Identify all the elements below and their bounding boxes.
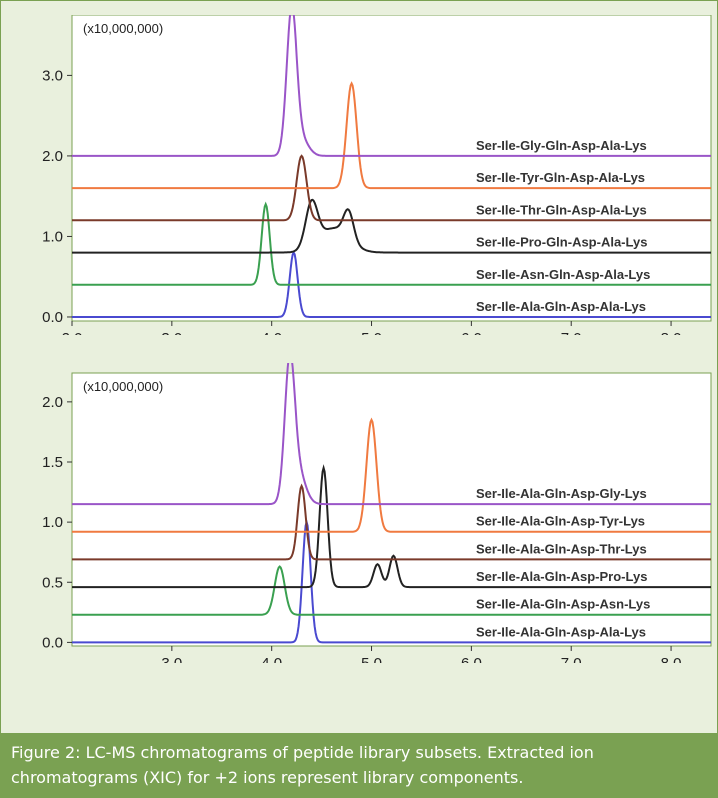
series-trace bbox=[72, 565, 711, 616]
series-label: Ser-Ile-Ala-Gln-Asp-Ala-Lys bbox=[476, 624, 646, 639]
x-tick-label: 7.0 bbox=[561, 655, 582, 663]
x-tick-label: 5.0 bbox=[361, 330, 382, 335]
series-label: Ser-Ile-Pro-Gln-Asp-Ala-Lys bbox=[476, 235, 647, 250]
series-label: Ser-Ile-Ala-Gln-Asp-Thr-Lys bbox=[476, 541, 647, 556]
series-label: Ser-Ile-Thr-Gln-Asp-Ala-Lys bbox=[476, 202, 647, 217]
y-tick-label: 1.5 bbox=[42, 454, 63, 471]
series-trace bbox=[72, 417, 711, 533]
series-label: Ser-Ile-Ala-Gln-Asp-Ala-Lys bbox=[476, 299, 646, 314]
y-tick-label: 0.0 bbox=[42, 634, 63, 651]
y-tick-label: 1.0 bbox=[42, 514, 63, 531]
y-tick-label: 3.0 bbox=[42, 67, 63, 84]
series-label: Ser-Ile-Tyr-Gln-Asp-Ala-Lys bbox=[476, 170, 645, 185]
figure-caption: Figure 2: LC-MS chromatograms of peptide… bbox=[0, 733, 718, 798]
y-tick-label: 2.0 bbox=[42, 148, 63, 165]
series-trace bbox=[72, 518, 711, 644]
series-trace bbox=[72, 15, 711, 157]
series-label: Ser-Ile-Asn-Gln-Asp-Ala-Lys bbox=[476, 267, 650, 282]
y-tick-label: 2.0 bbox=[42, 394, 63, 411]
caption-line-1: Figure 2: LC-MS chromatograms of peptide… bbox=[11, 743, 594, 762]
x-tick-label: 2.0 bbox=[62, 330, 83, 335]
y-tick-label: 0.0 bbox=[42, 309, 63, 326]
y-tick-label: 1.0 bbox=[42, 228, 63, 245]
y-tick-label: 0.5 bbox=[42, 574, 63, 591]
series-trace bbox=[72, 201, 711, 286]
series-label: Ser-Ile-Ala-Gln-Asp-Pro-Lys bbox=[476, 569, 647, 584]
bottom-chromatogram-chart: (x10,000,000) 0.0 0.5 1.0 1.5 2.0 3.0 4.0 5.0 6.0… bbox=[42, 363, 712, 663]
series-trace bbox=[72, 81, 711, 190]
multiplier-label: (x10,000,000) bbox=[83, 379, 163, 394]
x-tick-label: 3.0 bbox=[161, 655, 182, 663]
x-tick-label: 4.0 bbox=[261, 655, 282, 663]
x-tick-label: 4.0 bbox=[261, 330, 282, 335]
series-trace bbox=[72, 363, 711, 506]
plot-area bbox=[71, 15, 712, 322]
series-trace bbox=[72, 483, 711, 561]
series-trace bbox=[72, 154, 711, 222]
x-tick-label: 6.0 bbox=[461, 655, 482, 663]
x-tick-label: 6.0 bbox=[461, 330, 482, 335]
x-tick-label: 7.0 bbox=[561, 330, 582, 335]
series-trace bbox=[72, 250, 711, 318]
x-tick-label: 3.0 bbox=[161, 330, 182, 335]
series-label: Ser-Ile-Gly-Gln-Asp-Ala-Lys bbox=[476, 138, 647, 153]
multiplier-label: (x10,000,000) bbox=[83, 21, 163, 36]
caption-line-2: chromatograms (XIC) for +2 ions represen… bbox=[11, 768, 524, 787]
x-tick-label: 8.0 bbox=[661, 655, 682, 663]
caption-text: Figure 2: LC-MS chromatograms of peptide… bbox=[11, 740, 701, 790]
series-label: Ser-Ile-Ala-Gln-Asp-Asn-Lys bbox=[476, 597, 650, 612]
series-label: Ser-Ile-Ala-Gln-Asp-Tyr-Lys bbox=[476, 514, 645, 529]
series-label: Ser-Ile-Ala-Gln-Asp-Gly-Lys bbox=[476, 486, 647, 501]
series-trace bbox=[72, 198, 711, 254]
x-tick-label: 5.0 bbox=[361, 655, 382, 663]
top-chromatogram-chart: (x10,000,000) 0.0 1.0 2.0 3.0 2.0 3.0 4.0 5.0 6.0… bbox=[42, 15, 712, 335]
x-tick-label: 8.0 bbox=[661, 330, 682, 335]
plot-area bbox=[71, 372, 712, 647]
